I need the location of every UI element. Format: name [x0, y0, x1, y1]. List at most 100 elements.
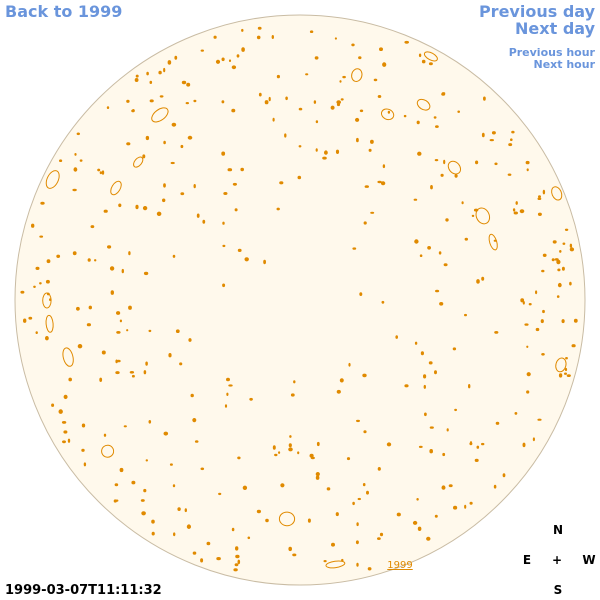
region-speck: [167, 60, 172, 65]
region-speck: [231, 108, 236, 113]
region-speck: [146, 71, 149, 76]
compass-west: W: [582, 553, 595, 567]
region-speck: [351, 68, 363, 82]
region-speck: [403, 114, 407, 118]
region-speck: [464, 237, 468, 241]
region-speck: [288, 443, 292, 448]
region-speck: [272, 445, 276, 450]
region-speck: [476, 279, 480, 284]
region-speck: [101, 444, 115, 458]
region-speck: [439, 302, 444, 306]
region-speck: [172, 254, 176, 258]
region-speck: [551, 258, 555, 262]
next-day-link[interactable]: Next day: [515, 19, 596, 38]
region-speck: [526, 345, 529, 348]
previous-day-link[interactable]: Previous day: [479, 2, 596, 21]
region-speck: [556, 295, 560, 298]
region-speck: [256, 35, 261, 40]
back-link[interactable]: Back to 1999: [5, 2, 122, 21]
region-speck: [186, 82, 191, 87]
region-speck: [61, 421, 67, 424]
region-speck: [73, 167, 78, 172]
region-speck: [215, 59, 221, 64]
region-speck: [309, 30, 314, 34]
region-speck: [566, 374, 571, 378]
region-speck: [169, 463, 173, 466]
region-speck: [278, 451, 281, 454]
region-speck: [561, 319, 565, 324]
region-speck: [453, 505, 458, 510]
region-speck: [226, 377, 230, 382]
region-speck: [417, 526, 422, 531]
region-speck: [63, 394, 68, 400]
region-speck: [148, 420, 152, 424]
region-speck: [326, 487, 331, 491]
region-speck: [63, 430, 68, 434]
region-speck: [513, 211, 518, 215]
region-speck: [355, 117, 360, 122]
region-speck: [221, 151, 226, 156]
region-speck: [94, 259, 97, 262]
region-speck: [495, 421, 500, 425]
region-speck: [106, 106, 110, 109]
region-speck: [561, 266, 565, 271]
region-speck: [103, 433, 107, 437]
previous-hour-link[interactable]: Previous hour: [509, 46, 596, 59]
year-link[interactable]: 1999: [387, 560, 412, 571]
region-speck: [145, 459, 149, 462]
region-speck: [475, 160, 479, 165]
region-speck: [426, 536, 431, 541]
region-speck: [363, 221, 367, 225]
region-speck: [115, 371, 120, 375]
region-speck: [554, 258, 559, 261]
region-speck: [558, 373, 563, 378]
compass-south: S: [554, 583, 563, 597]
region-speck: [359, 109, 364, 113]
region-speck: [133, 156, 144, 168]
region-speck: [143, 488, 147, 493]
region-speck: [171, 122, 177, 127]
region-speck: [464, 504, 467, 509]
region-speck: [298, 107, 303, 111]
next-hour-link[interactable]: Next hour: [534, 58, 596, 71]
region-speck: [325, 560, 346, 569]
region-speck: [264, 100, 269, 105]
region-speck: [468, 384, 471, 389]
region-speck: [288, 546, 293, 552]
region-speck: [494, 331, 499, 334]
region-speck: [279, 181, 284, 185]
region-speck: [364, 185, 369, 188]
region-speck: [76, 132, 81, 136]
region-speck: [443, 263, 448, 267]
region-speck: [162, 198, 166, 203]
region-speck: [464, 313, 467, 317]
region-speck: [140, 499, 145, 502]
region-speck: [180, 144, 184, 149]
region-speck: [33, 285, 36, 288]
region-speck: [180, 192, 185, 196]
region-speck: [184, 508, 188, 513]
region-speck: [424, 412, 427, 417]
region-speck: [59, 159, 63, 162]
region-speck: [537, 418, 542, 421]
region-speck: [370, 211, 375, 214]
region-speck: [510, 138, 513, 141]
region-speck: [88, 305, 93, 310]
region-speck: [356, 562, 359, 567]
region-speck: [168, 353, 172, 358]
region-speck: [86, 323, 92, 327]
region-speck: [362, 483, 366, 487]
region-speck: [537, 212, 542, 217]
region-speck: [421, 59, 426, 64]
region-speck: [524, 323, 529, 326]
region-speck: [126, 142, 131, 146]
region-speck: [263, 259, 267, 265]
region-speck: [315, 148, 318, 152]
region-speck: [441, 92, 446, 96]
region-speck: [116, 311, 121, 315]
region-speck: [179, 362, 183, 366]
region-speck: [97, 168, 101, 172]
region-speck: [336, 389, 341, 394]
region-speck: [380, 181, 386, 186]
region-speck: [429, 449, 434, 454]
